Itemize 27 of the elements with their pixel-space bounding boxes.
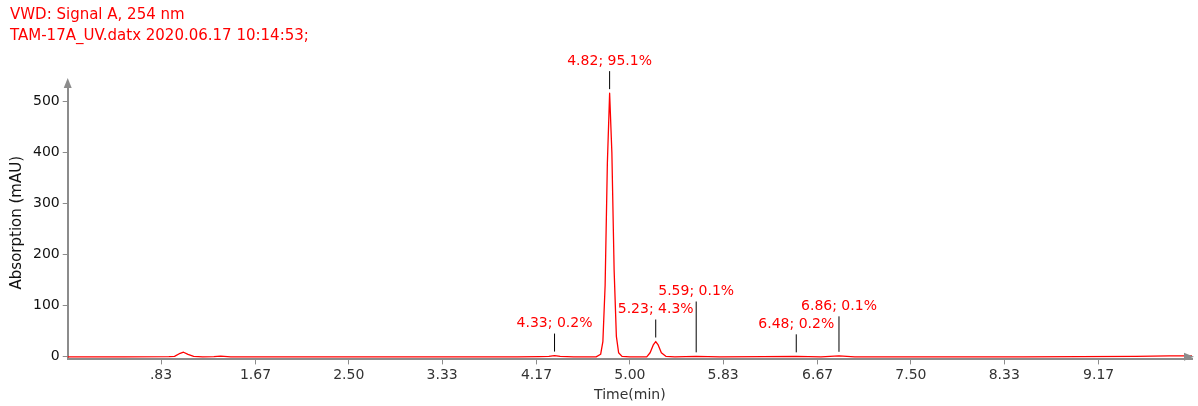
x-tick-label: 1.67 — [239, 366, 272, 383]
y-tick-label: 200 — [32, 245, 60, 262]
annotation: 5.59; 0.1% — [658, 282, 735, 299]
y-tick-label: 400 — [32, 143, 60, 160]
x-axis-title: Time(min) — [593, 386, 666, 403]
y-tick-label: 100 — [32, 296, 60, 313]
x-tick-label: 8.33 — [988, 366, 1020, 383]
y-axis-title: Absorption (mAU) — [6, 155, 25, 290]
x-tick-label: 6.67 — [802, 366, 834, 383]
x-tick-label: 4.17 — [520, 366, 553, 383]
x-tick-label: 5.00 — [614, 366, 646, 383]
annotation: 4.82; 95.1% — [567, 51, 653, 68]
x-tick-label: 7.50 — [895, 366, 927, 383]
x-tick-label: 3.33 — [426, 366, 458, 383]
annotation: 6.86; 0.1% — [801, 296, 877, 313]
annotation: 6.48; 0.2% — [758, 314, 835, 331]
annotation: 5.23; 4.3% — [617, 300, 694, 317]
y-tick-label: 500 — [32, 91, 60, 108]
y-tick-label: 0 — [50, 347, 60, 364]
x-tick-label: 2.50 — [333, 366, 365, 383]
x-tick-label: 9.17 — [1083, 366, 1115, 383]
chart-title: VWD: Signal A, 254 nm — [10, 4, 186, 25]
x-tick-label: 5.83 — [707, 366, 739, 383]
y-tick-label: 300 — [32, 194, 60, 211]
x-tick-label: .83 — [149, 366, 173, 383]
chart-subtitle: TAM-17A_UV.datx 2020.06.17 10:14:53; — [10, 25, 309, 46]
annotation: 4.33; 0.2% — [516, 314, 593, 331]
